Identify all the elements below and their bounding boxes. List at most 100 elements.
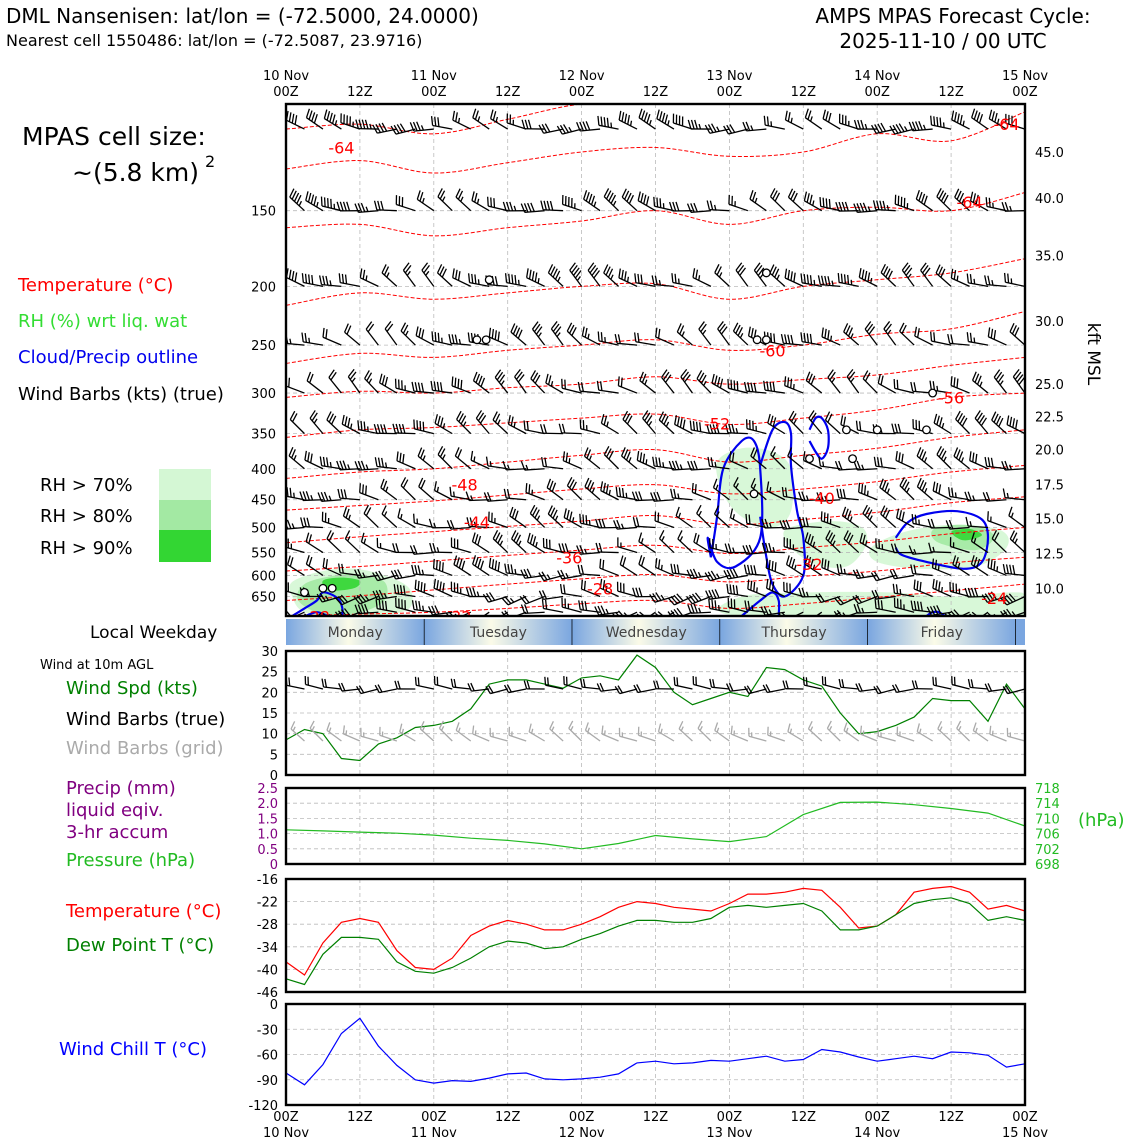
barb-full xyxy=(988,109,993,120)
barb-full xyxy=(931,558,935,569)
barb-full xyxy=(618,487,622,497)
wind-barb xyxy=(486,611,509,616)
barb-staff xyxy=(1009,538,1025,554)
wind-barb xyxy=(964,587,989,598)
barb-full xyxy=(894,423,898,434)
wind-barb xyxy=(799,516,822,529)
barb-full xyxy=(308,534,313,544)
wind-barb-true xyxy=(782,680,804,690)
barb-half xyxy=(913,548,917,555)
barb-full xyxy=(288,377,291,388)
barb-full xyxy=(751,191,757,202)
barb-full xyxy=(313,114,318,124)
wind-barb xyxy=(485,456,508,470)
barb-full xyxy=(807,720,813,730)
barb-full xyxy=(990,559,993,569)
barb-staff xyxy=(376,595,397,601)
barb-full xyxy=(887,270,893,280)
barb-full xyxy=(453,555,458,565)
barb-full xyxy=(493,198,496,208)
wind-barb-true xyxy=(285,676,305,690)
barb-full xyxy=(416,121,421,131)
wind-barb xyxy=(936,188,952,212)
barb-full xyxy=(337,610,344,616)
barb-full xyxy=(861,269,865,279)
barb-full xyxy=(403,585,406,596)
wind-barb xyxy=(603,188,620,212)
barb-staff xyxy=(638,734,656,742)
wind-barb-true xyxy=(523,680,545,690)
barb-full xyxy=(396,124,403,133)
barb-staff xyxy=(303,341,324,346)
barb-full xyxy=(955,410,961,420)
wind-barb xyxy=(899,477,915,501)
barb-staff xyxy=(413,573,434,577)
wind-barb-true xyxy=(414,676,434,690)
barb-staff xyxy=(956,727,971,742)
wind-barb-true xyxy=(467,682,490,692)
barb-staff xyxy=(846,376,860,394)
wind-barb xyxy=(781,486,804,501)
barb-full xyxy=(645,196,650,206)
barb-half xyxy=(941,422,945,429)
barb-full xyxy=(937,720,943,730)
wind-barb xyxy=(987,327,1007,346)
barb-staff xyxy=(581,588,601,598)
weekday-band xyxy=(286,619,425,645)
barb-full xyxy=(860,484,864,494)
barb-full xyxy=(573,267,580,276)
wind-barb xyxy=(911,514,933,529)
barb-staff xyxy=(321,465,342,470)
barb-full xyxy=(976,375,982,385)
barb-full xyxy=(991,411,997,421)
barb-full xyxy=(822,197,825,208)
barb-full xyxy=(910,381,914,392)
barb-full xyxy=(772,417,777,427)
barb-staff xyxy=(470,459,490,470)
barb-staff xyxy=(506,122,527,130)
barb-full xyxy=(642,410,649,419)
barb-half xyxy=(864,540,868,546)
barb-full xyxy=(420,449,425,459)
wind-barb xyxy=(891,423,915,435)
wind-barb xyxy=(930,115,952,130)
barb-staff xyxy=(659,538,675,554)
barb-full xyxy=(582,679,586,688)
barb-full xyxy=(521,119,526,129)
barb-full xyxy=(322,275,326,286)
barb-staff xyxy=(344,538,361,554)
rh-swatch-80 xyxy=(159,500,211,531)
barb-full xyxy=(951,110,955,121)
barb-full xyxy=(982,492,988,502)
barb-half xyxy=(703,380,707,386)
barb-full xyxy=(393,569,400,579)
barb-half xyxy=(474,730,477,736)
barb-full xyxy=(862,534,866,545)
wind-barb xyxy=(454,447,472,470)
wind-barb xyxy=(927,518,952,529)
barb-half xyxy=(328,495,332,501)
barb-full xyxy=(772,190,778,200)
barb-half xyxy=(436,547,440,553)
barb-staff xyxy=(635,341,656,346)
barb-staff xyxy=(767,422,786,435)
barb-full xyxy=(357,568,363,578)
barb-full xyxy=(526,420,529,431)
barb-full xyxy=(675,506,680,517)
barb-full xyxy=(534,509,540,519)
barb-full xyxy=(661,369,668,378)
wind-barb xyxy=(450,581,471,598)
barb-full xyxy=(856,603,862,614)
barb-full xyxy=(619,555,624,565)
barb-staff xyxy=(598,551,619,554)
barb-full xyxy=(1003,272,1007,283)
wind-barb xyxy=(620,447,638,470)
barb-staff xyxy=(655,566,675,577)
barb-full xyxy=(984,683,990,692)
barb-staff xyxy=(894,574,915,580)
barb-staff xyxy=(433,567,453,577)
barb-full xyxy=(997,374,1005,383)
barb-full xyxy=(880,122,887,132)
barb-full xyxy=(576,545,581,555)
barb-full xyxy=(550,321,558,330)
